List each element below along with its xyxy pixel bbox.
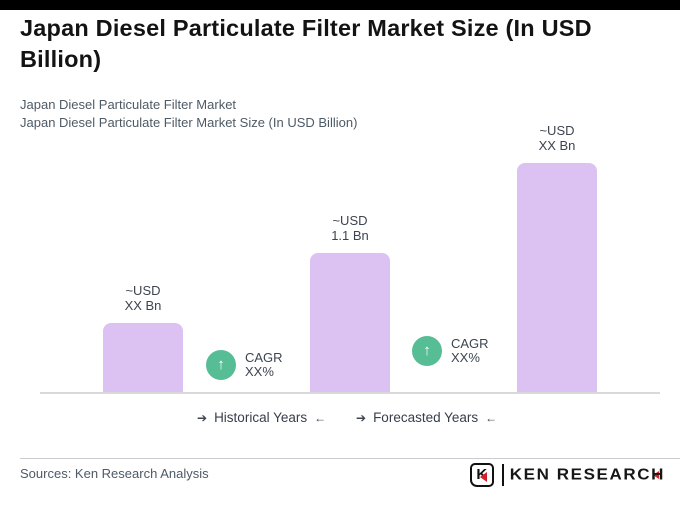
bar-historical: [103, 323, 183, 393]
bar-value-label: ~USD 1.1 Bn: [280, 213, 420, 243]
footer-divider: [20, 458, 680, 459]
bar-value-label: ~USD XX Bn: [73, 283, 213, 313]
bar-value-line2: XX Bn: [538, 137, 576, 153]
legend-label: Historical Years: [214, 410, 308, 425]
bar-current: [310, 253, 390, 393]
left-arrow-icon: ←: [314, 410, 327, 425]
bar-forecast: [517, 163, 597, 393]
bar-value-line1: ~USD: [539, 123, 575, 138]
sources-note: Sources: Ken Research Analysis: [20, 466, 209, 481]
top-black-bar: [0, 0, 680, 10]
logo-text-wrap: KEN RESEARCH: [510, 465, 664, 485]
bar-value-label: ~USD XX Bn: [487, 123, 627, 153]
cagr-text-line2: XX%: [245, 364, 274, 379]
legend-historical-years: ➔ Historical Years ←: [197, 410, 326, 425]
logo-red-triangle-icon: [653, 471, 659, 479]
page-title: Japan Diesel Particulate Filter Market S…: [20, 15, 592, 72]
logo-red-triangle-icon: [479, 471, 487, 482]
right-arrow-icon: ➔: [197, 410, 208, 425]
subtitle-line-2: Japan Diesel Particulate Filter Market S…: [20, 115, 358, 130]
chart-baseline: [40, 392, 660, 394]
cagr-annotation-forecast: ↑ CAGR XX%: [412, 336, 489, 366]
bar-value-line2: XX Bn: [124, 297, 162, 313]
up-arrow-glyph: ↑: [217, 355, 225, 373]
ken-research-logo-icon: K: [469, 462, 494, 487]
up-arrow-glyph: ↑: [423, 341, 431, 359]
bar-value-line1: ~USD: [125, 283, 161, 298]
legend-forecasted-years: ➔ Forecasted Years ←: [356, 410, 497, 425]
cagr-text-line1: CAGR: [245, 349, 283, 365]
subtitle-line-1: Japan Diesel Particulate Filter Market: [20, 97, 237, 112]
legend-label: Forecasted Years: [373, 410, 479, 425]
growth-arrow-icon: ↑: [206, 350, 236, 380]
bar-value-line1: ~USD: [332, 213, 368, 228]
right-arrow-icon: ➔: [356, 410, 367, 425]
ken-research-logo: K KEN RESEARCH: [469, 461, 664, 488]
cagr-text-line2: XX%: [451, 350, 480, 365]
chart-subtitle: Japan Diesel Particulate Filter Market J…: [20, 96, 357, 132]
cagr-annotation-historical: ↑ CAGR XX%: [206, 350, 283, 380]
logo-text: KEN RESEARCH: [509, 465, 665, 483]
bar-value-line2: 1.1 Bn: [331, 227, 369, 243]
logo-separator: [501, 463, 504, 486]
left-arrow-icon: ←: [485, 410, 498, 425]
cagr-label: CAGR XX%: [245, 349, 283, 380]
cagr-text-line1: CAGR: [451, 335, 489, 351]
growth-arrow-icon: ↑: [412, 336, 442, 366]
cagr-label: CAGR XX%: [451, 335, 489, 366]
